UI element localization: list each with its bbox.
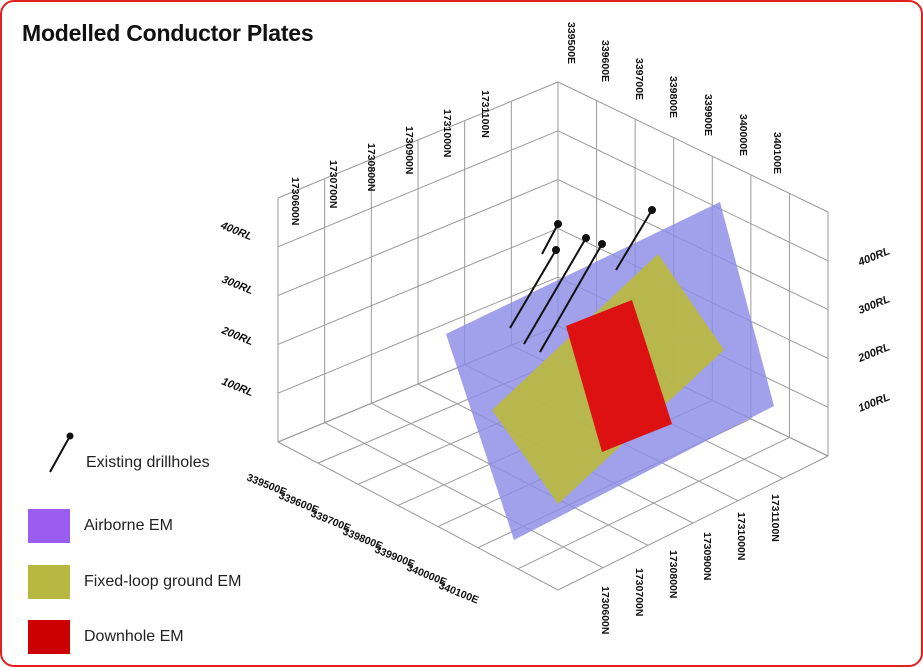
- left-rl-label: 300RL: [220, 274, 255, 298]
- top-northing-label: 1730900N: [403, 126, 415, 174]
- drillhole-5: [615, 209, 653, 271]
- legend-label-airborne: Airborne EM: [84, 517, 173, 534]
- drillhole-3: [523, 237, 587, 345]
- grid-line: [557, 81, 829, 213]
- top-northing-label: 1731000N: [441, 109, 453, 157]
- legend-drillhole-icon: [49, 432, 74, 473]
- top-easting-label: 339700E: [633, 58, 645, 100]
- top-easting-label: 339600E: [599, 40, 611, 82]
- box-grid: [277, 81, 829, 591]
- drillhole-1: [541, 223, 559, 255]
- legend-label-downhole: Downhole EM: [84, 628, 184, 645]
- top-northing-label: 1730600N: [289, 177, 301, 225]
- bottom-northing-labels: 1730600N 1730700N 1730800N 1730900N 1731…: [599, 494, 781, 634]
- right-rl-label: 300RL: [857, 293, 892, 317]
- top-northing-label: 1730700N: [327, 160, 339, 208]
- top-northing-label: 1730800N: [365, 143, 377, 191]
- grid-line: [324, 422, 604, 569]
- drillhole-4: [539, 243, 603, 353]
- bottom-northing-label: 1730900N: [701, 532, 713, 580]
- legend-label-fixed-loop: Fixed-loop ground EM: [84, 573, 242, 590]
- legend-swatch-airborne: [28, 509, 70, 543]
- grid-line: [277, 179, 559, 297]
- grid-line: [277, 130, 559, 248]
- bottom-northing-label: 1731100N: [769, 494, 781, 542]
- top-easting-label: 339800E: [667, 76, 679, 118]
- right-rl-label: 100RL: [857, 391, 892, 415]
- figure-title: Modelled Conductor Plates: [22, 20, 314, 46]
- drillhole-4-collar: [598, 240, 606, 248]
- right-rl-label: 400RL: [856, 245, 892, 269]
- top-easting-label: 339900E: [702, 94, 714, 136]
- drillhole-5-collar: [648, 206, 656, 214]
- legend-item-drillholes: Existing drillholes: [86, 454, 210, 472]
- drillhole-2: [509, 249, 557, 329]
- bottom-easting-labels: 339500E 339600E 339700E 339800E 339900E …: [245, 472, 480, 607]
- legend-item-airborne: Airborne EM: [28, 509, 173, 543]
- left-rl-label: 400RL: [218, 219, 254, 243]
- top-easting-labels: 339500E 339600E 339700E 339800E 339900E …: [565, 22, 783, 174]
- grid-line: [277, 227, 559, 345]
- left-rl-labels: 400RL 300RL 200RL 100RL: [218, 219, 255, 399]
- grid-line: [277, 276, 559, 394]
- right-rl-labels: 400RL 300RL 200RL 100RL: [856, 245, 892, 415]
- top-easting-label: 339500E: [565, 22, 577, 64]
- grid-line: [277, 441, 559, 591]
- top-easting-label: 340100E: [771, 132, 783, 174]
- left-rl-label: 200RL: [219, 324, 255, 348]
- top-northing-labels: 1730600N 1730700N 1730800N 1730900N 1731…: [289, 90, 491, 225]
- bottom-northing-label: 1730600N: [599, 586, 611, 634]
- bottom-northing-label: 1730800N: [667, 550, 679, 598]
- legend-label-drillholes: Existing drillholes: [86, 454, 210, 471]
- grid-line: [277, 81, 559, 199]
- legend-swatch-downhole: [28, 620, 70, 654]
- left-rl-label: 100RL: [220, 376, 255, 400]
- top-easting-label: 340000E: [737, 114, 749, 156]
- legend-item-downhole: Downhole EM: [28, 620, 184, 654]
- legend-item-fixed-loop: Fixed-loop ground EM: [28, 565, 241, 599]
- drillholes: [509, 206, 656, 353]
- drillhole-3-collar: [582, 234, 590, 242]
- legend-swatch-fixed-loop: [28, 565, 70, 599]
- drillhole-1-collar: [554, 220, 562, 228]
- bottom-northing-label: 1730700N: [633, 568, 645, 616]
- top-northing-label: 1731100N: [479, 90, 491, 138]
- right-rl-label: 200RL: [856, 341, 892, 365]
- downhole-em-plate: [566, 300, 672, 452]
- grid-line: [557, 130, 829, 262]
- drillhole-2-collar: [552, 246, 560, 254]
- bottom-easting-label: 340100E: [437, 580, 480, 607]
- bottom-northing-label: 1731000N: [735, 512, 747, 560]
